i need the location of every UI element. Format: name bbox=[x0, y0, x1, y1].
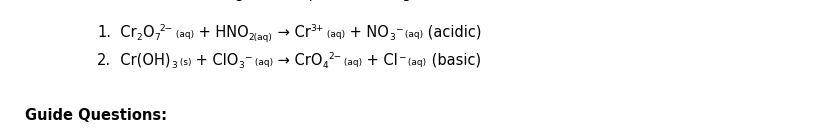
Text: 2: 2 bbox=[136, 33, 142, 42]
Text: 3: 3 bbox=[238, 61, 244, 70]
Text: (aq): (aq) bbox=[341, 58, 361, 67]
Text: O: O bbox=[142, 25, 154, 40]
Text: 2−: 2− bbox=[327, 52, 341, 61]
Text: Guide Questions:: Guide Questions: bbox=[25, 108, 167, 123]
Text: (aq): (aq) bbox=[173, 30, 194, 39]
Text: −: − bbox=[398, 52, 405, 61]
Text: 3: 3 bbox=[170, 61, 176, 70]
Text: (basic): (basic) bbox=[426, 53, 480, 68]
Text: 3+: 3+ bbox=[310, 24, 323, 33]
Text: Part B.: Part B. bbox=[25, 0, 81, 1]
Text: 7: 7 bbox=[154, 33, 160, 42]
Text: + Cl: + Cl bbox=[361, 53, 398, 68]
Text: 1.: 1. bbox=[97, 25, 111, 40]
Text: + ClO: + ClO bbox=[191, 53, 238, 68]
Text: (aq): (aq) bbox=[402, 30, 423, 39]
Text: → Cr: → Cr bbox=[272, 25, 310, 40]
Text: −: − bbox=[394, 24, 402, 33]
Text: Cr: Cr bbox=[111, 25, 136, 40]
Text: (aq): (aq) bbox=[405, 58, 426, 67]
Text: −: − bbox=[244, 52, 251, 61]
Text: (acidic): (acidic) bbox=[423, 25, 481, 40]
Text: Cr(OH): Cr(OH) bbox=[111, 53, 170, 68]
Text: 2−: 2− bbox=[160, 24, 173, 33]
Text: (aq): (aq) bbox=[251, 58, 273, 67]
Text: 4: 4 bbox=[322, 61, 327, 70]
Text: + NO: + NO bbox=[345, 25, 389, 40]
Text: Balance the following redox equations using the half-reaction method:: Balance the following redox equations us… bbox=[81, 0, 602, 1]
Text: 3: 3 bbox=[389, 33, 394, 42]
Text: 2(aq): 2(aq) bbox=[249, 33, 272, 42]
Text: 2.: 2. bbox=[97, 53, 111, 68]
Text: → CrO: → CrO bbox=[273, 53, 322, 68]
Text: (aq): (aq) bbox=[323, 30, 345, 39]
Text: (s): (s) bbox=[176, 58, 191, 67]
Text: + HNO: + HNO bbox=[194, 25, 249, 40]
